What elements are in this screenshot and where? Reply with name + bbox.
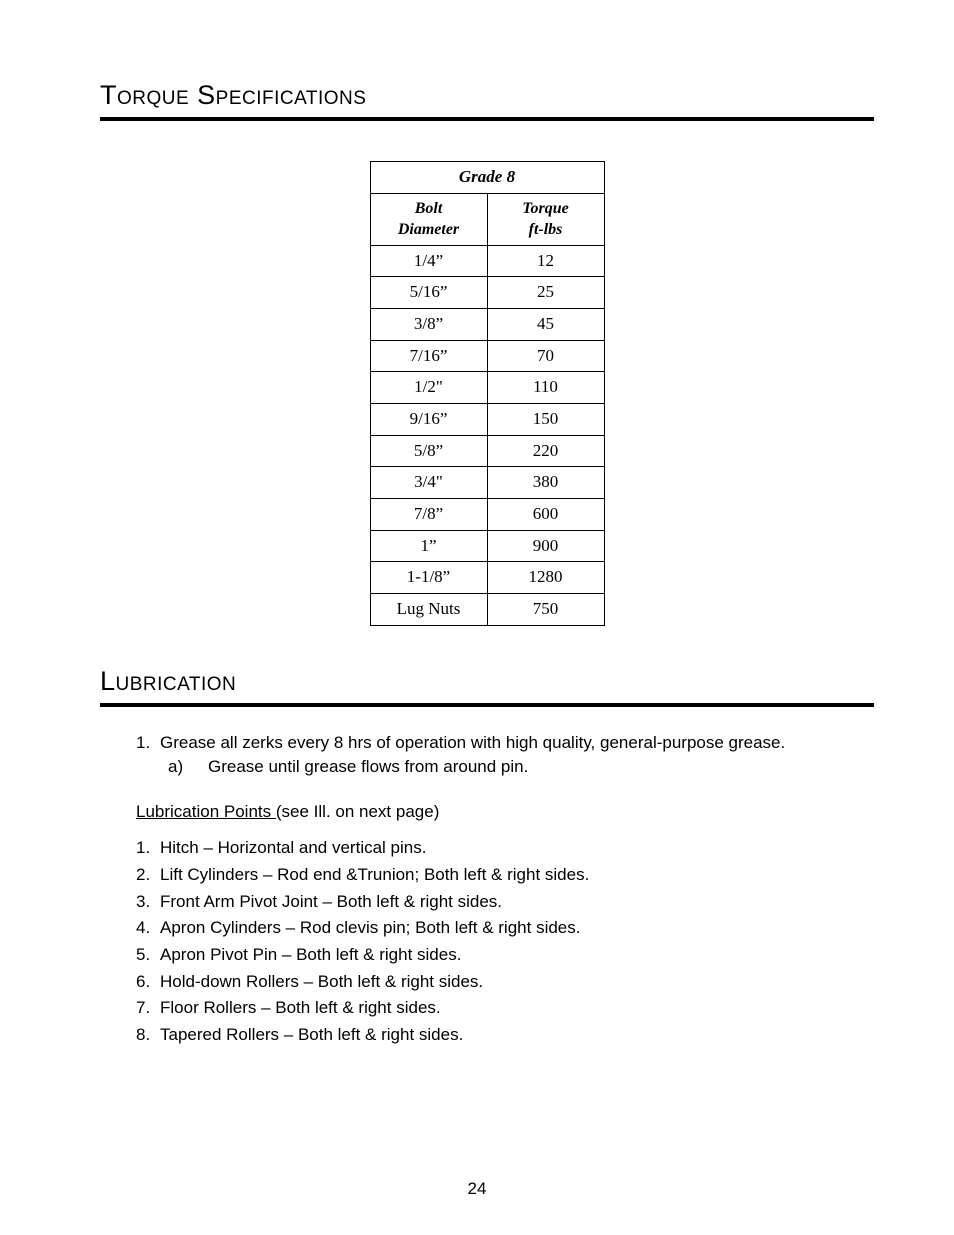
cell-torque: 70: [487, 340, 604, 372]
cell-diameter: 5/8”: [370, 435, 487, 467]
cell-diameter: 1”: [370, 530, 487, 562]
cell-diameter: 1/4”: [370, 245, 487, 277]
heading-rule: [100, 703, 874, 707]
cell-diameter: 1-1/8”: [370, 562, 487, 594]
page-number: 24: [0, 1179, 954, 1199]
cell-diameter: 3/4": [370, 467, 487, 499]
cell-torque: 750: [487, 593, 604, 625]
cell-diameter: Lug Nuts: [370, 593, 487, 625]
cell-torque: 12: [487, 245, 604, 277]
cell-diameter: 9/16”: [370, 404, 487, 436]
list-item: 7.Floor Rollers – Both left & right side…: [136, 996, 874, 1021]
cell-diameter: 1/2": [370, 372, 487, 404]
list-item: 5.Apron Pivot Pin – Both left & right si…: [136, 943, 874, 968]
table-row: 9/16”150: [370, 404, 604, 436]
list-item: 6.Hold-down Rollers – Both left & right …: [136, 970, 874, 995]
table-row: 1”900: [370, 530, 604, 562]
cell-torque: 45: [487, 309, 604, 341]
cell-torque: 220: [487, 435, 604, 467]
cell-diameter: 3/8”: [370, 309, 487, 341]
cell-torque: 150: [487, 404, 604, 436]
cell-torque: 600: [487, 498, 604, 530]
cell-torque: 900: [487, 530, 604, 562]
table-row: 7/8”600: [370, 498, 604, 530]
table-row: 3/4"380: [370, 467, 604, 499]
heading-torque-specifications: Torque Specifications: [100, 80, 874, 111]
list-item: 1.Grease all zerks every 8 hrs of operat…: [136, 731, 874, 780]
table-col1-header: Bolt Diameter: [370, 193, 487, 245]
table-row: 5/8”220: [370, 435, 604, 467]
list-item: 4.Apron Cylinders – Rod clevis pin; Both…: [136, 916, 874, 941]
list-item: 8.Tapered Rollers – Both left & right si…: [136, 1023, 874, 1048]
cell-torque: 25: [487, 277, 604, 309]
cell-torque: 380: [487, 467, 604, 499]
cell-torque: 1280: [487, 562, 604, 594]
table-row: 3/8”45: [370, 309, 604, 341]
lubrication-points-list: 1.Hitch – Horizontal and vertical pins.2…: [136, 836, 874, 1047]
list-item: 3.Front Arm Pivot Joint – Both left & ri…: [136, 890, 874, 915]
heading-lubrication: Lubrication: [100, 666, 874, 697]
torque-table: Grade 8 Bolt Diameter Torque ft-lbs 1/4”…: [370, 161, 605, 626]
list-item: 1.Hitch – Horizontal and vertical pins.: [136, 836, 874, 861]
list-item: 2.Lift Cylinders – Rod end &Trunion; Bot…: [136, 863, 874, 888]
table-row: 7/16”70: [370, 340, 604, 372]
table-row: 1/2"110: [370, 372, 604, 404]
sub-list: a)Grease until grease flows from around …: [168, 755, 874, 780]
table-col2-header: Torque ft-lbs: [487, 193, 604, 245]
cell-diameter: 7/16”: [370, 340, 487, 372]
lubrication-points-heading: Lubrication Points (see Ill. on next pag…: [136, 800, 874, 825]
table-row: Lug Nuts750: [370, 593, 604, 625]
table-super-header: Grade 8: [370, 162, 604, 194]
table-row: 1-1/8”1280: [370, 562, 604, 594]
lubrication-instruction-list: 1.Grease all zerks every 8 hrs of operat…: [136, 731, 874, 780]
cell-diameter: 5/16”: [370, 277, 487, 309]
cell-diameter: 7/8”: [370, 498, 487, 530]
cell-torque: 110: [487, 372, 604, 404]
heading-rule: [100, 117, 874, 121]
table-row: 1/4”12: [370, 245, 604, 277]
table-row: 5/16”25: [370, 277, 604, 309]
